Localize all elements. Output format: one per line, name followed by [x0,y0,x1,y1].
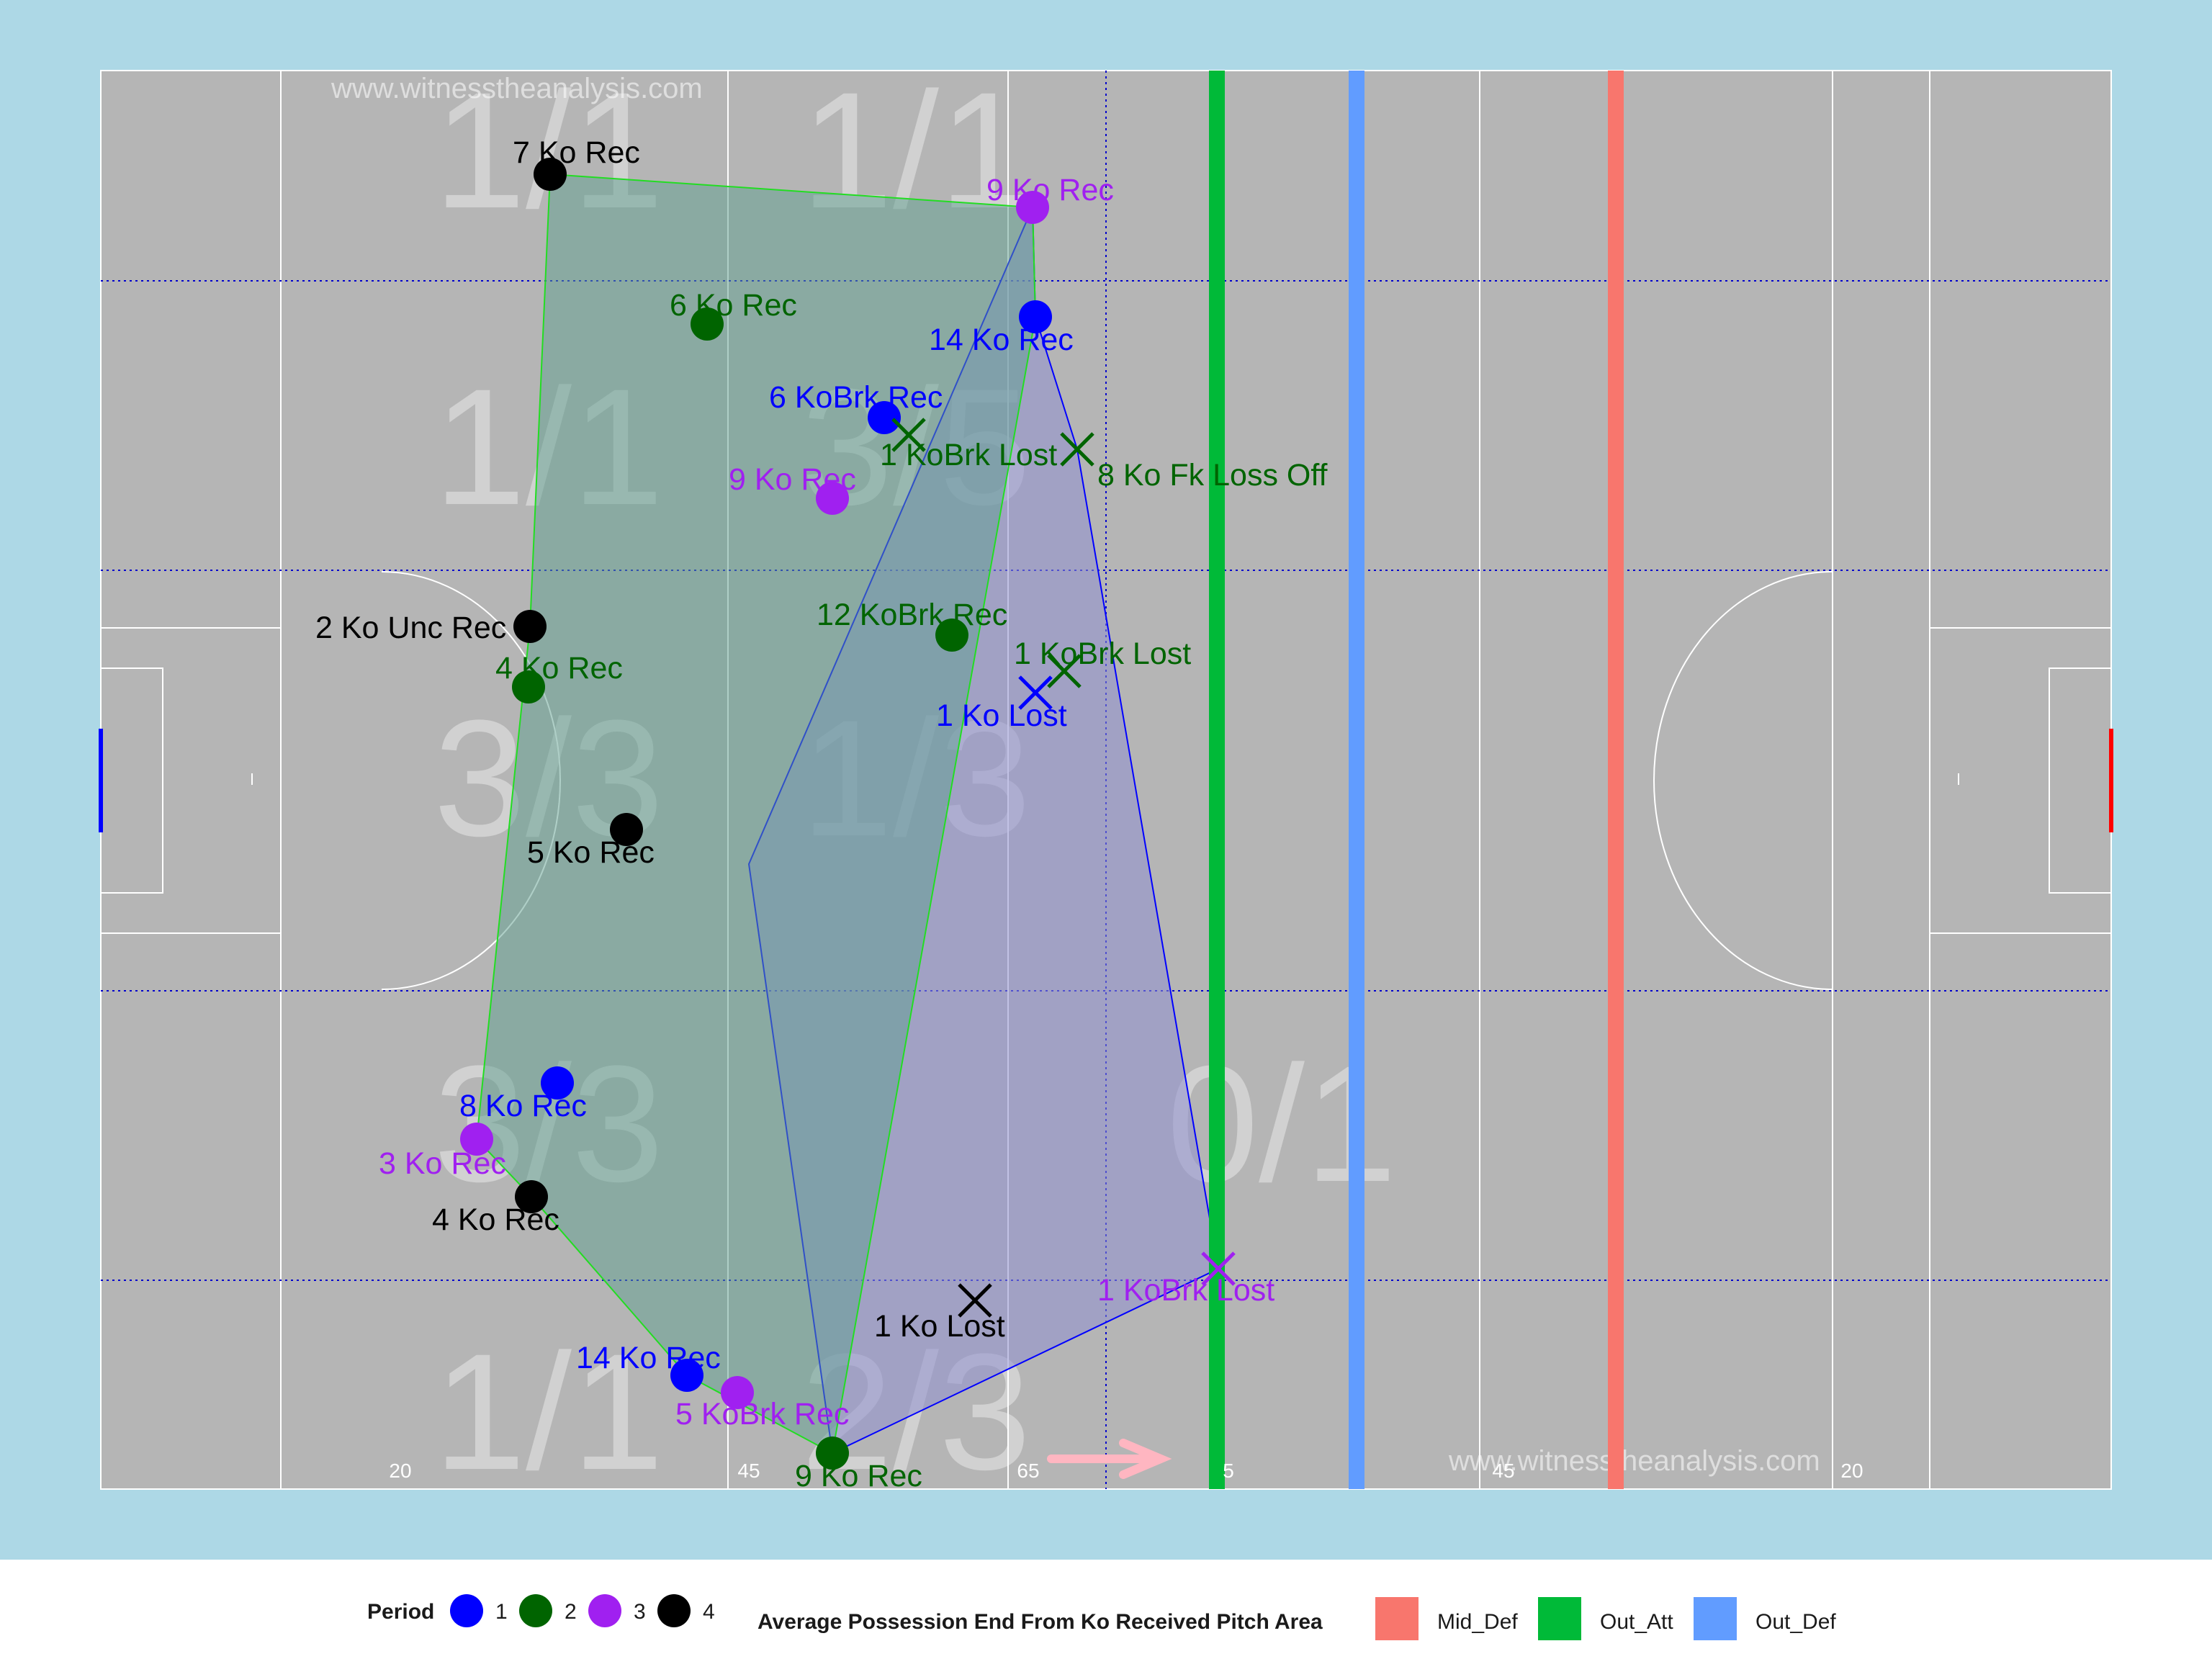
lost-label: 1 KoBrk Lost [880,438,1057,472]
lost-marker [1047,654,1082,688]
lost-label: 1 KoBrk Lost [1014,637,1191,671]
legend-area-swatch [1538,1597,1581,1640]
legend-area-swatch [1375,1597,1419,1640]
distance-marker: 20 [1840,1460,1863,1482]
lost-label: 1 Ko Lost [874,1309,1005,1344]
zone-ratio: 1/1 [433,1319,664,1504]
received-point [1016,191,1049,224]
lost-label: 1 Ko Lost [936,698,1067,733]
legend-period-label: 1 [495,1600,508,1624]
area-line-mid-def [1608,71,1624,1489]
legend-area-label: Out_Att [1600,1610,1673,1634]
received-point [816,1437,849,1470]
received-label: 9 Ko Rec [795,1459,922,1493]
received-label: 9 Ko Rec [729,462,856,497]
received-point [691,307,724,341]
point-layer [460,158,1236,1470]
lost-marker [1060,432,1094,467]
received-label: 12 KoBrk Rec [817,598,1007,632]
received-label: 4 Ko Rec [432,1202,559,1237]
watermark-bottom: www.witnesstheanalysis.com [1448,1445,1820,1477]
received-point [515,1180,548,1213]
received-label: 9 Ko Rec [986,173,1114,207]
watermark-top: www.witnesstheanalysis.com [331,73,703,104]
legend-period-swatch [519,1594,552,1627]
received-point [512,670,545,703]
legend-area-swatch [1694,1597,1737,1640]
received-label: 3 Ko Rec [379,1146,506,1181]
legend-background [0,1560,2212,1659]
received-label: 6 KoBrk Rec [769,380,943,415]
received-point [721,1376,754,1409]
lost-label: 1 KoBrk Lost [1097,1273,1274,1308]
watermark-layer: www.witnesstheanalysis.com www.witnessthe… [331,73,1820,1477]
legend-period-label: 2 [565,1600,577,1624]
lost-marker [1018,675,1053,710]
lost-marker [1201,1251,1236,1286]
received-point [610,813,643,846]
lost-marker [891,418,926,452]
received-label: 4 Ko Rec [495,651,623,685]
received-point [513,610,547,643]
distance-marker: 65 [1017,1460,1039,1482]
legend-period-swatch [657,1594,691,1627]
received-label: 2 Ko Unc Rec [315,611,506,645]
area-line-out-att [1209,71,1225,1489]
received-point [868,401,901,434]
area-line-out-def [1349,71,1364,1489]
legend-area-title: Average Possession End From Ko Received … [757,1610,1323,1634]
legend-area-label: Out_Def [1755,1610,1836,1634]
lost-marker [958,1283,992,1318]
distance-marker-layer: 20 45 65 5 45 20 [389,1439,1863,1482]
received-point [816,482,849,515]
legend-period-swatch [588,1594,621,1627]
received-point [935,619,968,652]
distance-marker: 45 [1492,1460,1514,1482]
received-label: 6 Ko Rec [670,288,797,323]
legend-area-label: Mid_Def [1437,1610,1518,1634]
distance-marker: 5 [1223,1460,1234,1482]
legend-period-label: 3 [634,1600,646,1624]
received-label: 8 Ko Rec [459,1089,587,1123]
direction-arrow [1047,1439,1172,1479]
received-point [460,1123,493,1156]
received-point [1019,300,1052,333]
received-label: 14 Ko Rec [576,1341,721,1375]
distance-marker: 45 [737,1460,760,1482]
legend: Period 1 2 3 4 Average Possession End From Ko… [367,1594,1836,1640]
distance-marker: 20 [389,1460,411,1482]
received-point [670,1359,703,1392]
received-label: 14 Ko Rec [929,323,1074,357]
received-label: 5 Ko Rec [527,835,655,870]
received-point [541,1066,574,1100]
legend-period-swatch [450,1594,483,1627]
legend-period-label: 4 [703,1600,715,1624]
received-label: 5 KoBrk Rec [675,1397,849,1431]
label-layer: 7 Ko Rec 9 Ko Rec 6 Ko Rec 14 Ko Rec 6 KoBrk… [315,135,1328,1493]
lost-label: 8 Ko Fk Loss Off [1097,458,1328,493]
received-label: 7 Ko Rec [513,135,640,170]
legend-period-title: Period [367,1600,434,1624]
area-line-layer [1209,71,1624,1489]
received-point [534,158,567,191]
